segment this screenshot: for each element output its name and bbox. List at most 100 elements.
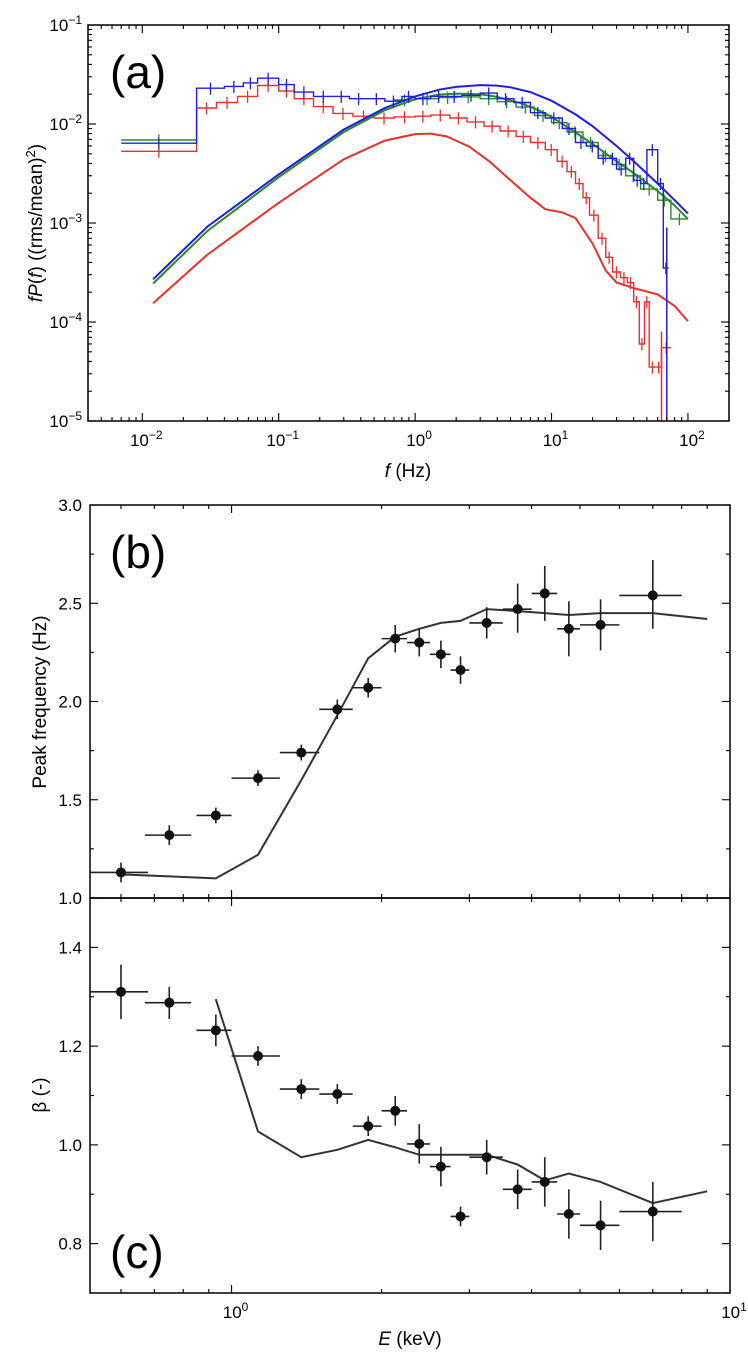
panel-b-ylabel: Peak frequency (Hz): [30, 615, 51, 788]
panel-c-data-point: [90, 964, 149, 1019]
panel-c-data-point: [557, 1189, 580, 1239]
model-curve-green: [152, 92, 689, 285]
panel-a: 10−2 10−1 100 101 102 10−5 10−4 10−3 10−2 10−1 (a…: [23, 13, 730, 482]
panel-a-ylabel: fP(f) ((rms/mean)2): [23, 144, 48, 302]
panel-b-marker: [539, 588, 550, 599]
panel-b-marker: [363, 682, 374, 693]
panel-c-marker: [563, 1209, 574, 1219]
panel-c-data-point: [352, 1116, 382, 1136]
panel-b-data-point: [579, 599, 620, 651]
panel-a-ylabel-p5: 2: [23, 150, 38, 157]
panel-a-series: [121, 72, 689, 421]
panel-a-ytick-label: 10−3: [49, 211, 82, 233]
panel-c-data-point: [381, 1095, 408, 1126]
panel-a-xlabel-unit: (Hz): [390, 461, 431, 482]
panel-b-marker: [512, 604, 523, 615]
panel-c-data-point: [231, 1046, 280, 1066]
panel-b-model-line: [120, 608, 708, 880]
panel-b-data-point: [381, 624, 408, 653]
panel-c-marker: [512, 1184, 523, 1195]
panel-b-marker: [435, 649, 446, 660]
panel-c-marker: [115, 986, 126, 997]
panel-b-ytick-label: 3.0: [58, 496, 82, 515]
series-blue: [121, 72, 689, 281]
panel-b-marker: [481, 617, 492, 628]
panel-a-xtick-label: 10−1: [266, 428, 299, 450]
panel-c-marker: [647, 1206, 658, 1217]
panel-b-data-point: [407, 628, 430, 657]
panel-a-ylabel-p2: (: [26, 277, 47, 284]
panel-b-marker: [414, 637, 425, 648]
panel-a-xtick-label: 102: [679, 428, 705, 450]
panel-b-data-point: [469, 607, 503, 639]
panel-c-ylabel: β (-): [30, 1077, 51, 1112]
panel-c-marker: [332, 1089, 343, 1100]
panel-c-data-point: [407, 1124, 430, 1164]
panel-a-ytick-label: 10−2: [49, 112, 82, 134]
panel-c-marker: [414, 1138, 425, 1149]
panel-c-marker: [539, 1176, 550, 1187]
panel-b-marker: [296, 747, 307, 758]
histogram-blue: [121, 77, 669, 269]
panel-c-ytick-label: 0.8: [58, 1235, 82, 1254]
panel-b-marker: [332, 704, 343, 715]
panel-c-marker: [390, 1105, 401, 1116]
panel-c-marker: [164, 997, 175, 1008]
panel-a-label: (a): [110, 46, 166, 98]
panel-a-xtick-label: 10−2: [130, 428, 163, 450]
panel-b-data-point: [352, 677, 382, 698]
panel-c-data-point: [502, 1169, 532, 1210]
panel-c-data-point: [450, 1206, 470, 1227]
panel-b-data-point: [619, 560, 682, 629]
panel-a-xlabel: f (Hz): [385, 461, 431, 482]
panel-c-xlabel: E (keV): [378, 1329, 441, 1350]
panel-a-ylabel-p6: ): [26, 144, 47, 150]
panel-c-label: (c): [110, 1226, 164, 1278]
panel-b-data-point: [557, 601, 580, 657]
panel-a-ytick-label: 10−1: [49, 13, 82, 35]
panel-b-data-point: [279, 744, 320, 761]
panel-a-frame: [87, 24, 730, 422]
panel-a-xtick-label: 101: [543, 428, 569, 450]
panel-c-data-point: [429, 1146, 451, 1187]
panel-c-data-point: [279, 1079, 320, 1099]
panel-b-data-point: [450, 656, 470, 684]
panel-a-ytick-label: 10−5: [49, 409, 82, 431]
panel-b-label: (b): [110, 526, 166, 578]
panel-b-ticks: 1.0 1.5 2.0 2.5 3.0: [58, 496, 731, 908]
panel-c-data-point: [531, 1157, 558, 1207]
panel-c-data-point: [579, 1200, 620, 1251]
panel-b-ytick-label: 2.5: [58, 594, 82, 613]
panel-c-model-line: [214, 998, 708, 1205]
panel-b-marker: [455, 665, 466, 676]
panel-b-frame: [89, 504, 731, 899]
panel-c-series: [90, 964, 708, 1251]
panel-c-xlabel-unit: (keV): [391, 1329, 442, 1350]
model-curve-blue: [152, 84, 689, 281]
histogram-red: [121, 84, 671, 368]
panel-a-xtick-label: 100: [406, 428, 432, 450]
panel-b-marker: [115, 867, 126, 878]
panel-a-ylabel-p3: f: [26, 271, 47, 278]
panel-a-ylabel-p4: ) ((rms/mean): [26, 157, 47, 272]
panel-c-xlabel-var: E: [378, 1329, 391, 1350]
model-curve-red: [152, 132, 689, 322]
panel-b-ytick-label: 1.0: [58, 889, 82, 908]
panel-a-ylabel-p1: fP: [26, 284, 47, 302]
panel-c-ticks: 0.8 1.0 1.2 1.4 100 101: [58, 897, 747, 1322]
panel-c-data-point: [196, 1014, 232, 1047]
panel-a-ytick-label: 10−4: [49, 310, 82, 332]
panel-b-marker: [390, 633, 401, 644]
panel-c-xtick-label: 100: [223, 1300, 249, 1322]
panel-c-marker: [210, 1025, 221, 1036]
panel-c-ytick-label: 1.0: [58, 1136, 82, 1155]
panel-b-data-point: [429, 640, 451, 669]
panel-b-ytick-label: 1.5: [58, 791, 82, 810]
panel-c-data-point: [619, 1181, 682, 1242]
panel-c-marker: [455, 1211, 466, 1222]
panel-c-ytick-label: 1.4: [58, 938, 82, 957]
panel-b-data-point: [90, 862, 149, 883]
panel-b-series: [90, 560, 708, 883]
panel-c-marker: [253, 1051, 264, 1061]
